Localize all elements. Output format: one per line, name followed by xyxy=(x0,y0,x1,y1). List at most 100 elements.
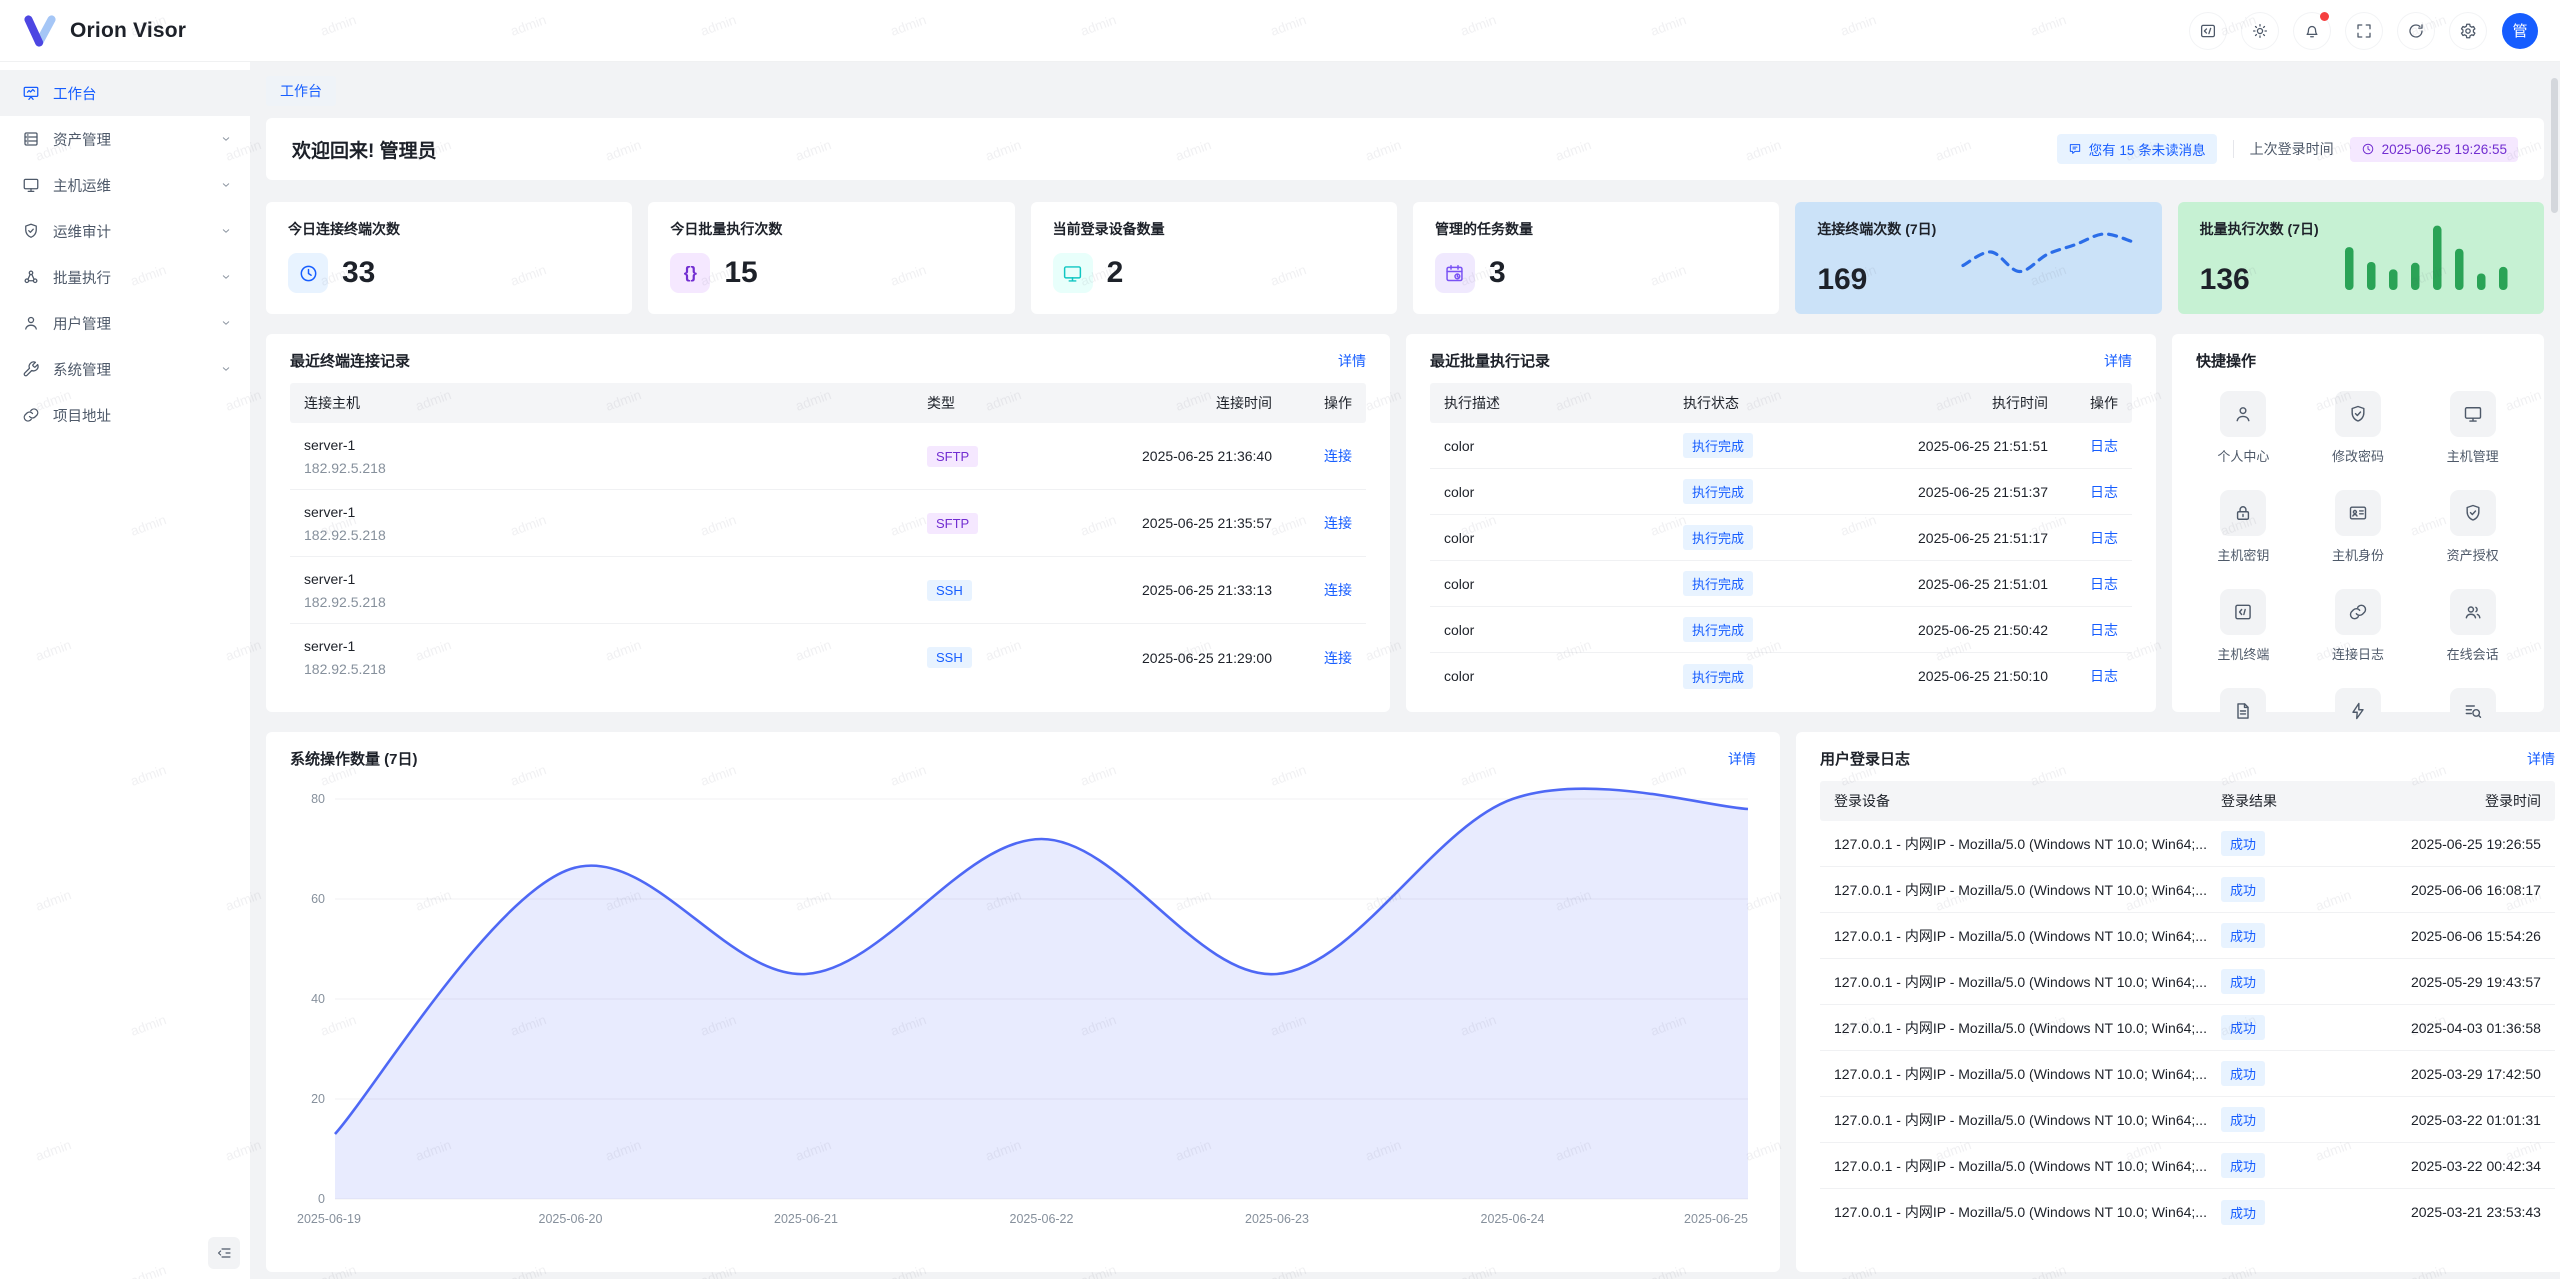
card-title: 快捷操作 xyxy=(2196,350,2256,371)
chevron-down-icon xyxy=(220,271,232,283)
status-cell: 执行完成 xyxy=(1683,525,1813,550)
time-cell: 2025-06-25 21:51:01 xyxy=(1813,576,2048,592)
chart-detail-link[interactable]: 详情 xyxy=(1728,749,1756,769)
time-cell: 2025-06-06 16:08:17 xyxy=(2331,882,2541,898)
fullscreen-button[interactable] xyxy=(2346,13,2382,49)
log-link[interactable]: 日志 xyxy=(2090,622,2118,638)
quick-action-修改密码[interactable]: 修改密码 xyxy=(2301,391,2416,465)
action-cell: 日志 xyxy=(2048,482,2118,502)
trend-title: 批量执行次数 (7日) xyxy=(2200,219,2319,239)
sidebar-nav: 工作台资产管理主机运维运维审计批量执行用户管理系统管理项目地址 xyxy=(0,70,250,438)
trend-card-terminal-connections-7d: 连接终端次数 (7日) 169 xyxy=(1795,202,2161,314)
sidebar-item-6[interactable]: 系统管理 xyxy=(0,346,250,392)
system-operations-chart-card: 系统操作数量 (7日) 详情 0204060802025-06-192025-0… xyxy=(266,732,1780,1272)
col-header-result: 登录结果 xyxy=(2221,791,2331,811)
welcome-banner: 欢迎回来! 管理员 您有 15 条未读消息 上次登录时间 2025-06-25 … xyxy=(266,118,2544,180)
breadcrumb[interactable]: 工作台 xyxy=(266,76,336,106)
sidebar-item-4[interactable]: 批量执行 xyxy=(0,254,250,300)
quick-action-主机密钥[interactable]: 主机密钥 xyxy=(2186,490,2301,564)
stat-value: 33 xyxy=(342,256,375,290)
success-badge: 成功 xyxy=(2221,831,2265,856)
quick-action-个人中心[interactable]: 个人中心 xyxy=(2186,391,2301,465)
scrollbar[interactable] xyxy=(2551,78,2558,213)
login-device: 127.0.0.1 - 内网IP - Mozilla/5.0 (Windows … xyxy=(1834,1156,2221,1176)
action-cell: 连接 xyxy=(1272,580,1352,600)
app-title: Orion Visor xyxy=(70,19,186,43)
link-icon xyxy=(2335,589,2381,635)
card-title: 最近终端连接记录 xyxy=(290,350,410,371)
connect-link[interactable]: 连接 xyxy=(1324,448,1352,464)
refresh-icon xyxy=(2407,22,2425,40)
type-cell: SSH xyxy=(927,647,1037,668)
last-login-label: 上次登录时间 xyxy=(2250,139,2334,159)
sidebar-item-1[interactable]: 资产管理 xyxy=(0,116,250,162)
protocol-badge: SFTP xyxy=(927,513,978,534)
terminal-detail-link[interactable]: 详情 xyxy=(1338,351,1366,371)
sidebar-item-5[interactable]: 用户管理 xyxy=(0,300,250,346)
main-content: 工作台 欢迎回来! 管理员 您有 15 条未读消息 上次登录时间 2025-06… xyxy=(250,62,2560,1279)
quick-action-主机终端[interactable]: 主机终端 xyxy=(2186,589,2301,663)
success-badge: 成功 xyxy=(2221,923,2265,948)
log-link[interactable]: 日志 xyxy=(2090,438,2118,454)
host-name: server-1 xyxy=(304,435,927,455)
col-header-host: 连接主机 xyxy=(304,393,927,413)
login-log-row: 127.0.0.1 - 内网IP - Mozilla/5.0 (Windows … xyxy=(1820,1143,2555,1189)
login-detail-link[interactable]: 详情 xyxy=(2527,749,2555,769)
log-link[interactable]: 日志 xyxy=(2090,530,2118,546)
time-cell: 2025-03-21 23:53:43 xyxy=(2331,1204,2541,1220)
quick-action-资产授权[interactable]: 资产授权 xyxy=(2415,490,2530,564)
code-button[interactable] xyxy=(2190,13,2226,49)
notifications-button[interactable] xyxy=(2294,13,2330,49)
status-badge: 执行完成 xyxy=(1683,571,1753,596)
svg-text:60: 60 xyxy=(311,892,325,906)
svg-text:40: 40 xyxy=(311,992,325,1006)
sidebar-item-label: 主机运维 xyxy=(53,175,207,196)
sidebar-item-2[interactable]: 主机运维 xyxy=(0,162,250,208)
quick-action-主机管理[interactable]: 主机管理 xyxy=(2415,391,2530,465)
time-cell: 2025-03-22 00:42:34 xyxy=(2331,1158,2541,1174)
login-log-row: 127.0.0.1 - 内网IP - Mozilla/5.0 (Windows … xyxy=(1820,1189,2555,1235)
connect-link[interactable]: 连接 xyxy=(1324,582,1352,598)
shield-check-icon xyxy=(2450,490,2496,536)
monitor-icon xyxy=(1053,253,1093,293)
link-icon xyxy=(22,406,40,424)
sidebar-item-7[interactable]: 项目地址 xyxy=(0,392,250,438)
unread-messages-pill[interactable]: 您有 15 条未读消息 xyxy=(2057,134,2217,164)
sidebar-item-label: 项目地址 xyxy=(53,405,232,426)
time-cell: 2025-03-22 01:01:31 xyxy=(2331,1112,2541,1128)
terminal-connection-row: server-1 182.92.5.218 SFTP 2025-06-25 21… xyxy=(290,423,1366,490)
host-ip: 182.92.5.218 xyxy=(304,458,927,478)
time-cell: 2025-06-25 21:50:10 xyxy=(1813,668,2048,684)
quick-action-主机身份[interactable]: 主机身份 xyxy=(2301,490,2416,564)
sidebar-item-0[interactable]: 工作台 xyxy=(0,70,250,116)
log-link[interactable]: 日志 xyxy=(2090,668,2118,684)
connect-link[interactable]: 连接 xyxy=(1324,650,1352,666)
batch-detail-link[interactable]: 详情 xyxy=(2104,351,2132,371)
exec-desc: color xyxy=(1444,668,1683,684)
recent-terminal-connections-card: 最近终端连接记录 详情 连接主机 类型 连接时间 操作 server-1 182… xyxy=(266,334,1390,712)
log-link[interactable]: 日志 xyxy=(2090,484,2118,500)
collapse-sidebar-button[interactable] xyxy=(208,1237,240,1269)
result-cell: 成功 xyxy=(2221,923,2331,948)
quick-action-连接日志[interactable]: 连接日志 xyxy=(2301,589,2416,663)
stat-card-logged-in-devices: 当前登录设备数量 2 xyxy=(1031,202,1397,314)
settings-button[interactable] xyxy=(2450,13,2486,49)
quick-action-label: 主机密钥 xyxy=(2217,545,2269,564)
connect-link[interactable]: 连接 xyxy=(1324,515,1352,531)
user-avatar[interactable]: 管 xyxy=(2502,13,2538,49)
stat-card-managed-tasks: 管理的任务数量 3 xyxy=(1413,202,1779,314)
host-ip: 182.92.5.218 xyxy=(304,592,927,612)
theme-button[interactable] xyxy=(2242,13,2278,49)
log-link[interactable]: 日志 xyxy=(2090,576,2118,592)
refresh-button[interactable] xyxy=(2398,13,2434,49)
result-cell: 成功 xyxy=(2221,1061,2331,1086)
quick-action-在线会话[interactable]: 在线会话 xyxy=(2415,589,2530,663)
system-operations-area-chart: 0204060802025-06-192025-06-202025-06-212… xyxy=(290,781,1756,1241)
sidebar-item-3[interactable]: 运维审计 xyxy=(0,208,250,254)
stat-value: 2 xyxy=(1107,256,1124,290)
time-cell: 2025-03-29 17:42:50 xyxy=(2331,1066,2541,1082)
sidebar: 工作台资产管理主机运维运维审计批量执行用户管理系统管理项目地址 xyxy=(0,62,250,1279)
result-cell: 成功 xyxy=(2221,1015,2331,1040)
host-ip: 182.92.5.218 xyxy=(304,525,927,545)
action-cell: 连接 xyxy=(1272,513,1352,533)
